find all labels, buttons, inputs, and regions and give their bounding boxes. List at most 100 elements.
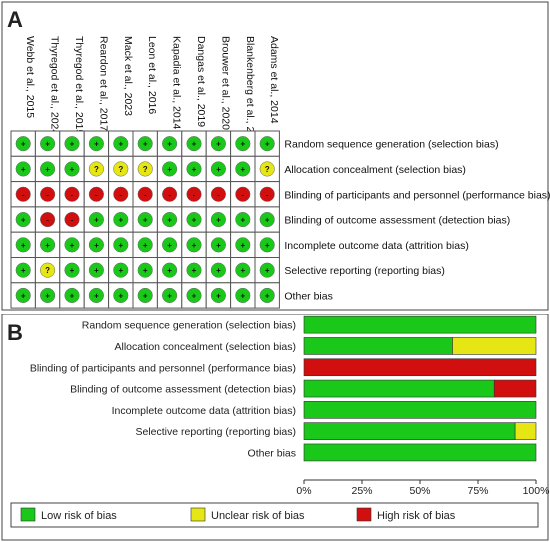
study-label: Reardon et al., 2017 [97,36,109,131]
legend-swatch [356,507,372,522]
judgment-low [88,136,104,152]
judgment-low [64,161,80,177]
bar-segment [303,401,537,419]
judgment-low [162,287,178,304]
judgment-low [15,136,31,152]
judgment-high [259,186,275,202]
judgment-symbol: ? [265,165,270,174]
bar-segment [303,315,537,334]
judgment-symbol: - [71,216,74,225]
judgment-symbol: + [21,165,26,174]
bar-segment [493,379,537,398]
x-tick-label: 100% [523,485,550,497]
judgment-low [186,287,202,304]
judgment-symbol: + [192,266,197,275]
domain-label: Other bias [284,290,332,302]
panel-a-frame [1,1,549,311]
grid-cell [181,130,207,157]
legend-box [10,502,539,528]
judgment-symbol: + [216,291,221,300]
judgment-symbol: + [167,266,172,275]
judgment-low [235,262,251,278]
judgment-low [186,237,202,253]
judgment-symbol: + [45,165,50,174]
judgment-symbol: - [71,190,74,199]
judgment-low [40,161,56,177]
judgment-low [210,237,226,253]
judgment-low [40,136,56,152]
x-tick-label: 50% [409,485,430,497]
judgment-symbol: + [21,291,26,300]
judgment-low [88,212,104,228]
judgment-symbol: + [240,216,245,225]
judgment-symbol: + [265,140,270,149]
judgment-symbol: + [265,241,270,250]
judgment-low [113,262,129,278]
judgment-symbol: + [118,140,123,149]
judgment-low [259,136,275,152]
judgment-symbol: + [45,241,50,250]
judgment-low [186,136,202,152]
judgment-symbol: ? [118,165,123,174]
study-label: Blankenberg et al., 2024 [244,36,256,150]
judgment-low [259,237,275,253]
judgment-low [137,212,153,228]
judgment-symbol: - [193,190,196,199]
panel-b-frame [1,314,549,541]
judgment-symbol: + [143,216,148,225]
judgment-symbol: + [94,266,99,275]
domain-label: Selective reporting (reporting bias) [284,265,445,277]
panel-a-label: A [7,7,23,32]
judgment-symbol: + [94,216,99,225]
judgment-low [137,136,153,152]
legend-label: Unclear risk of bias [211,510,305,522]
panel-b-label: B [7,320,23,345]
judgment-symbol: + [118,291,123,300]
judgment-low [186,262,202,278]
judgment-high [15,186,31,202]
judgment-low [235,212,251,228]
judgment-symbol: + [192,165,197,174]
judgment-low [210,212,226,228]
study-label: Dangas et al., 2019 [195,36,207,127]
judgment-symbol: - [119,190,122,199]
judgment-low [15,161,31,177]
domain-label: Blinding of outcome assessment (detectio… [284,215,510,227]
judgment-symbol: - [46,190,49,199]
judgment-symbol: - [46,216,49,225]
study-label: Adams et al., 2014 [268,36,280,124]
legend-label: High risk of bias [377,510,456,522]
judgment-symbol: + [118,216,123,225]
judgment-symbol: + [265,216,270,225]
judgment-unclear [137,161,153,177]
judgment-low [88,237,104,253]
judgment-symbol: + [45,291,50,300]
judgment-low [64,262,80,278]
grid-cell [132,231,158,258]
judgment-symbol: ? [45,266,50,275]
x-tick-label: 75% [467,485,488,497]
judgment-low [162,136,178,152]
judgment-symbol: + [21,241,26,250]
judgment-low [113,212,129,228]
judgment-low [88,262,104,278]
bar-segment [303,422,516,440]
judgment-high [64,212,80,228]
judgment-symbol: + [216,241,221,250]
judgment-symbol: + [118,266,123,275]
judgment-high [64,186,80,202]
judgment-low [64,136,80,152]
judgment-low [210,287,226,304]
judgment-symbol: - [168,190,171,199]
judgment-low [137,287,153,304]
judgment-low [64,287,80,304]
domain-label: Incomplete outcome data (attrition bias) [284,240,468,252]
grid-cell [59,155,85,183]
judgment-symbol: + [192,140,197,149]
judgment-symbol: + [143,291,148,300]
bar-category-label: Random sequence generation (selection bi… [82,320,296,332]
judgment-unclear [40,262,56,278]
bar-category-label: Allocation concealment (selection bias) [114,341,296,353]
study-label: Leon et al., 2016 [146,36,158,114]
x-tick-label: 25% [351,485,372,497]
